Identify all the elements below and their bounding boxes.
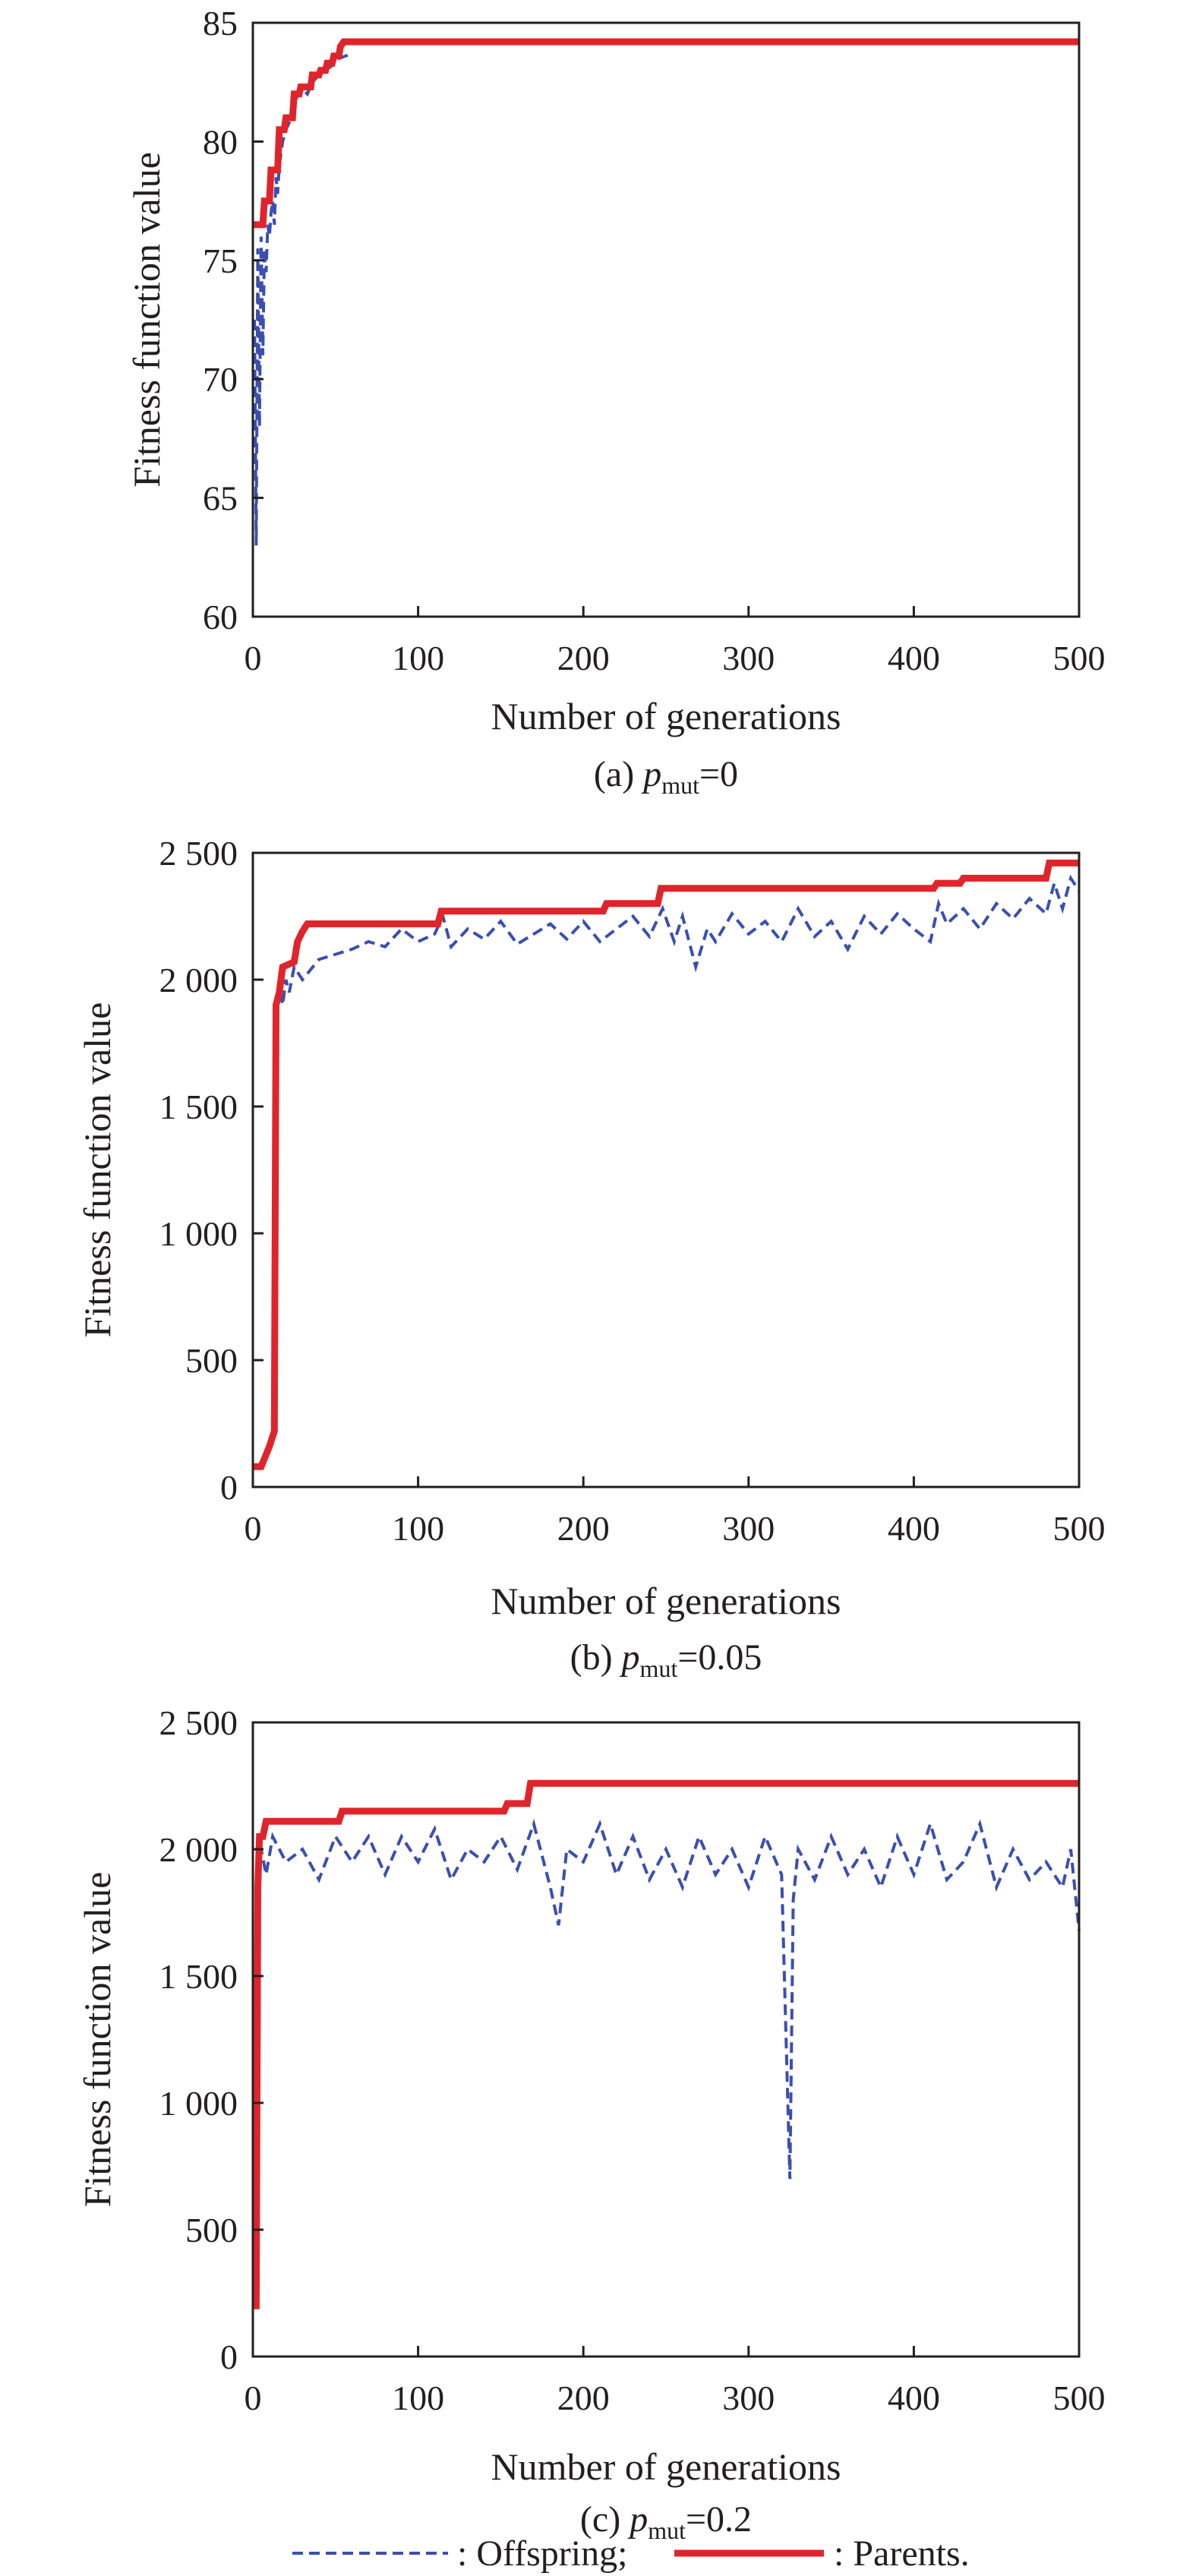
x-tick-label: 400 [888, 639, 940, 677]
y-tick-label: 2 000 [159, 961, 238, 999]
y-axis-label: Fitness function value [76, 1002, 118, 1338]
y-tick-label: 1 000 [159, 2084, 238, 2123]
x-tick-label: 300 [722, 2379, 775, 2417]
panel-caption: (a) pmut=0 [594, 754, 738, 799]
series-parents [253, 859, 1079, 1470]
y-tick-label: 0 [220, 1468, 238, 1507]
panel-caption: (b) pmut=0.05 [570, 1637, 762, 1682]
y-tick-label: 2 000 [159, 1830, 238, 1869]
x-tick-label: 400 [888, 1509, 940, 1548]
y-tick-label: 1 000 [159, 1214, 238, 1253]
y-tick-label: 2 500 [159, 834, 238, 873]
legend-offspring-label: : Offspring; [457, 2533, 627, 2574]
panel-caption: (c) pmut=0.2 [580, 2499, 752, 2544]
plot-frame [251, 1721, 1081, 2358]
x-tick-label: 200 [557, 1509, 610, 1548]
x-tick-label: 0 [245, 2379, 262, 2417]
x-tick-label: 0 [245, 1509, 262, 1548]
x-tick-label: 300 [722, 1509, 775, 1548]
y-tick-label: 2 500 [159, 1703, 238, 1742]
series-offspring [254, 1818, 1081, 2256]
x-tick-label: 200 [557, 639, 610, 677]
y-tick-label: 1 500 [159, 1088, 238, 1126]
plot-frame [251, 851, 1081, 1488]
y-axis-label: Fitness function value [76, 1872, 118, 2208]
y-axis-label: Fitness function value [125, 152, 168, 488]
x-tick-label: 100 [392, 2379, 444, 2417]
y-tick-label: 75 [203, 242, 238, 280]
y-tick-label: 1 500 [159, 1957, 238, 1996]
x-axis-label: Number of generations [491, 2445, 841, 2488]
legend-parents-label: : Parents. [834, 2533, 970, 2574]
series-offspring [274, 874, 1081, 1011]
series-parents [252, 1779, 1079, 2309]
chart-b: 0 100 200 300 400 500 0 500 1 000 1 500 2 000 2 500… [76, 834, 1106, 1682]
x-tick-label: 500 [1053, 1509, 1106, 1548]
series-parents [253, 38, 1079, 229]
x-tick-label: 0 [245, 639, 262, 677]
legend: : Offspring; : Parents. [292, 2533, 970, 2574]
x-tick-label: 300 [722, 639, 775, 677]
x-tick-label: 400 [888, 2379, 940, 2417]
y-tick-label: 60 [203, 598, 238, 636]
x-tick-label: 500 [1053, 2379, 1106, 2417]
y-tick-label: 500 [185, 1341, 238, 1380]
x-tick-label: 500 [1053, 639, 1106, 677]
x-tick-label: 100 [392, 639, 444, 677]
y-tick-label: 0 [220, 2338, 238, 2376]
chart-c: 0 100 200 300 400 500 0 500 1 000 1 500 2 000 2 500… [76, 1703, 1106, 2544]
chart-a: 0 100 200 300 400 500 60 65 70 75 80 85 Number of ge… [125, 4, 1106, 799]
x-tick-label: 100 [392, 1509, 444, 1548]
y-tick-label: 500 [185, 2211, 238, 2249]
x-axis-label: Number of generations [491, 1580, 841, 1622]
plot-frame [251, 21, 1081, 618]
y-tick-label: 70 [203, 360, 238, 399]
series-offspring [253, 52, 353, 546]
y-tick-label: 65 [203, 479, 238, 518]
x-axis-label: Number of generations [491, 695, 841, 737]
y-tick-label: 80 [203, 122, 238, 161]
y-tick-label: 85 [203, 4, 238, 43]
x-tick-label: 200 [557, 2379, 610, 2417]
